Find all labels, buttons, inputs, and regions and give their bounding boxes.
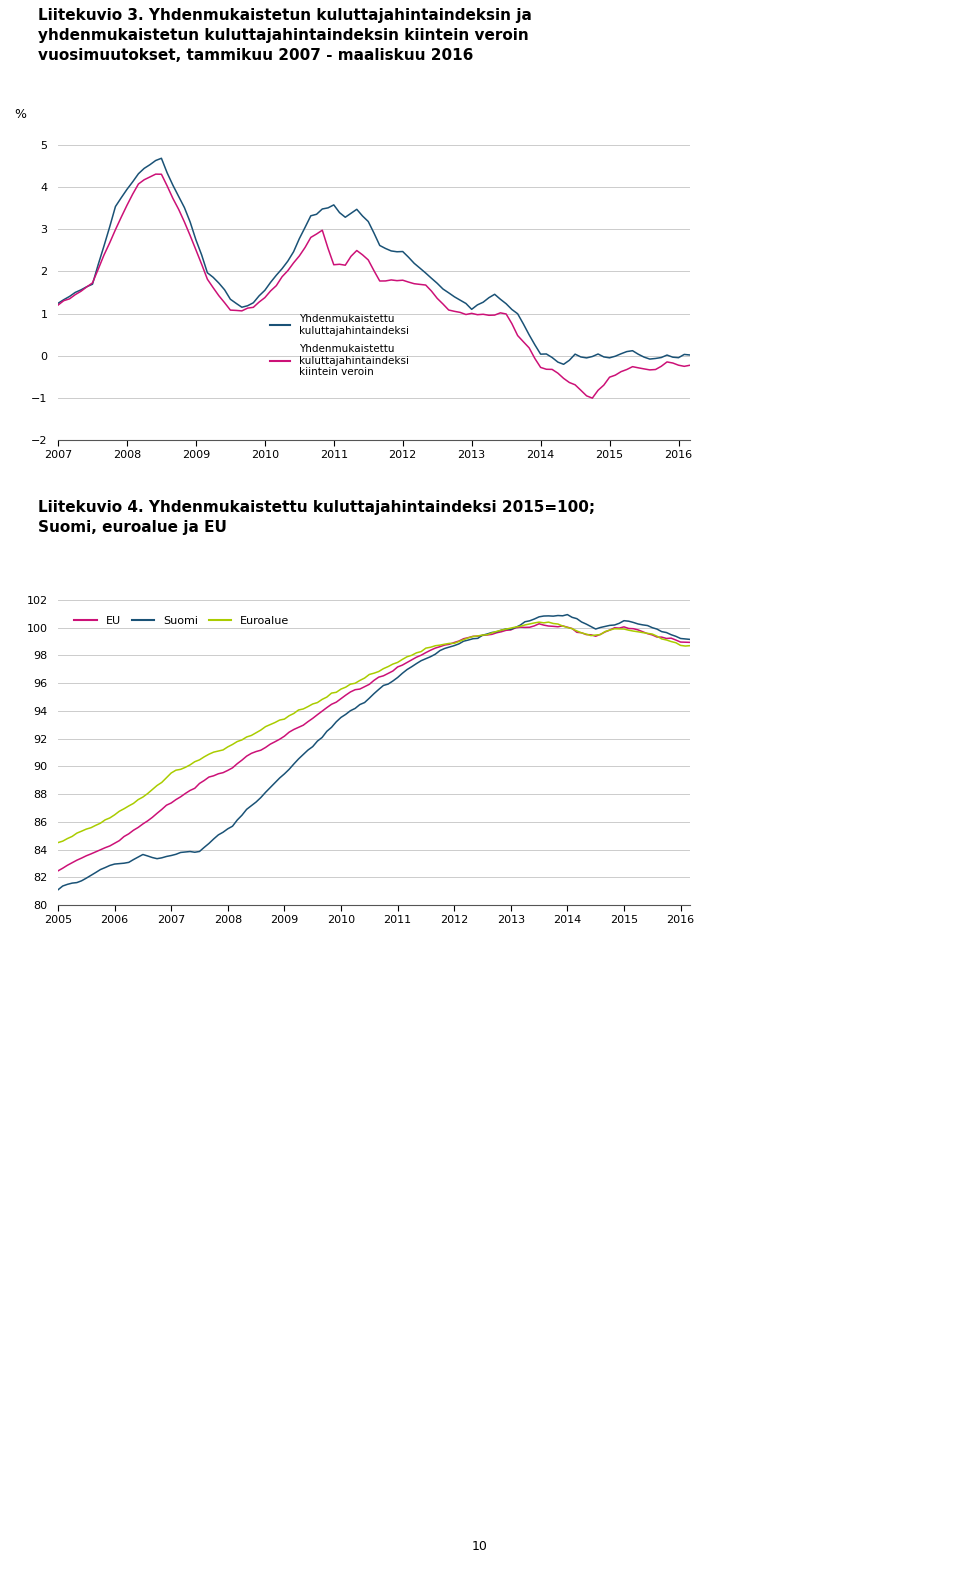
- Text: %: %: [13, 108, 26, 121]
- Text: 10: 10: [472, 1541, 488, 1553]
- Legend: Yhdenmukaistettu
kuluttajahintaindeksi, Yhdenmukaistettu
kuluttajahintaindeksi
k: Yhdenmukaistettu kuluttajahintaindeksi, …: [266, 310, 413, 382]
- Legend: EU, Suomi, Euroalue: EU, Suomi, Euroalue: [70, 612, 294, 630]
- Text: Liitekuvio 4. Yhdenmukaistettu kuluttajahintaindeksi 2015=100;
Suomi, euroalue j: Liitekuvio 4. Yhdenmukaistettu kuluttaja…: [38, 500, 595, 534]
- Text: Liitekuvio 3. Yhdenmukaistetun kuluttajahintaindeksin ja
yhdenmukaistetun kulutt: Liitekuvio 3. Yhdenmukaistetun kuluttaja…: [38, 8, 532, 63]
